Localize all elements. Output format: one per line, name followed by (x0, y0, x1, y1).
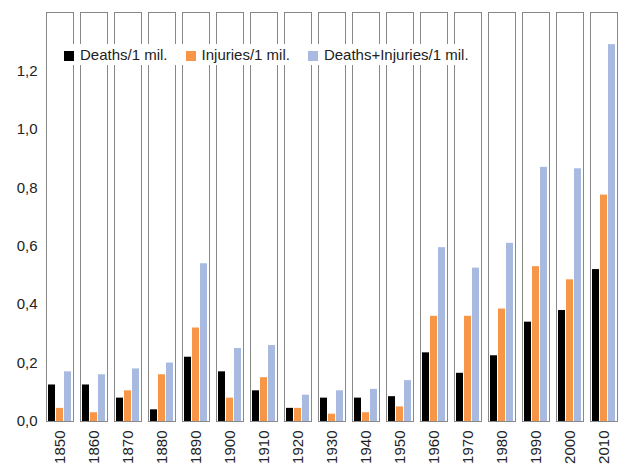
svg-text:1850: 1850 (51, 431, 68, 464)
svg-text:1990: 1990 (527, 431, 544, 464)
svg-text:1940: 1940 (357, 431, 374, 464)
svg-text:1980: 1980 (493, 431, 510, 464)
svg-text:2010: 2010 (595, 431, 612, 464)
svg-text:1,2: 1,2 (17, 62, 38, 79)
svg-text:1880: 1880 (153, 431, 170, 464)
svg-text:1,0: 1,0 (17, 120, 38, 137)
svg-text:0,4: 0,4 (17, 295, 38, 312)
svg-text:1970: 1970 (459, 431, 476, 464)
html-text:Injuries/1 mil.: Injuries/1 mil. (201, 46, 290, 63)
svg-text:0,0: 0,0 (17, 412, 38, 429)
svg-text:1900: 1900 (221, 431, 238, 464)
svg-text:1920: 1920 (289, 431, 306, 464)
svg-text:0,2: 0,2 (17, 354, 38, 371)
svg-text:1890: 1890 (187, 431, 204, 464)
svg-text:1930: 1930 (323, 431, 340, 464)
svg-text:0,8: 0,8 (17, 179, 38, 196)
svg-text:1960: 1960 (425, 431, 442, 464)
html-text:Deaths/1 mil.: Deaths/1 mil. (80, 46, 168, 63)
svg-text:1860: 1860 (85, 431, 102, 464)
html-text:Deaths+Injuries/1 mil.: Deaths+Injuries/1 mil. (323, 46, 469, 63)
svg-text:0,6: 0,6 (17, 237, 38, 254)
svg-text:1870: 1870 (119, 431, 136, 464)
svg-text:1910: 1910 (255, 431, 272, 464)
svg-text:1950: 1950 (391, 431, 408, 464)
svg-text:2000: 2000 (561, 431, 578, 464)
